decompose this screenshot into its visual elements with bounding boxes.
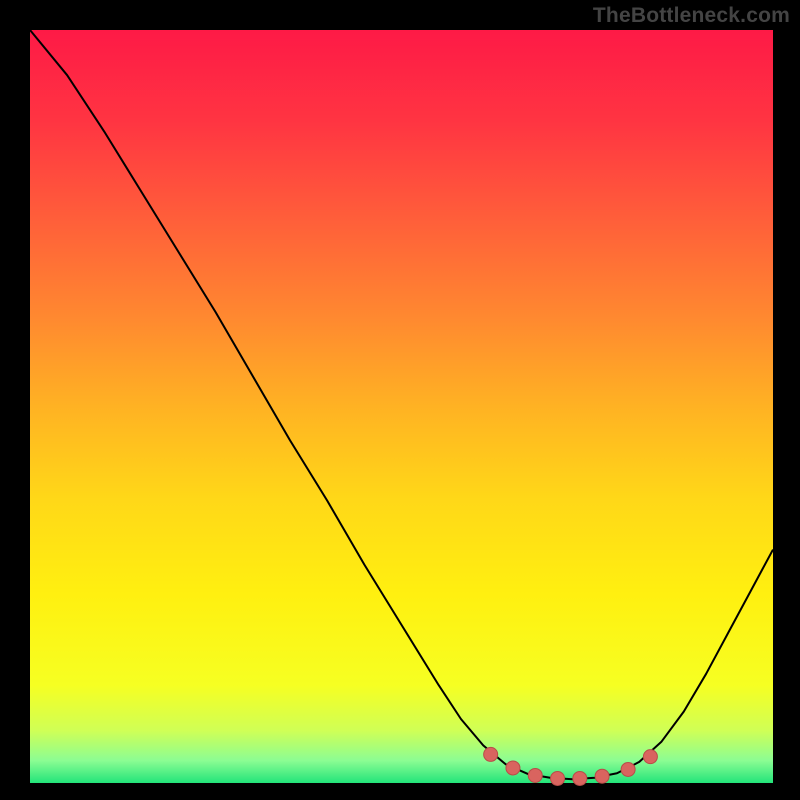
optimal-marker [506,761,520,775]
optimal-marker [528,768,542,782]
figure-container: TheBottleneck.com [0,0,800,800]
plot-svg [0,0,800,800]
optimal-marker [573,771,587,785]
chart-background [30,30,773,783]
watermark-text: TheBottleneck.com [593,4,790,28]
optimal-marker [551,771,565,785]
optimal-marker [595,769,609,783]
optimal-marker [621,762,635,776]
optimal-marker [484,747,498,761]
optimal-marker [643,750,657,764]
